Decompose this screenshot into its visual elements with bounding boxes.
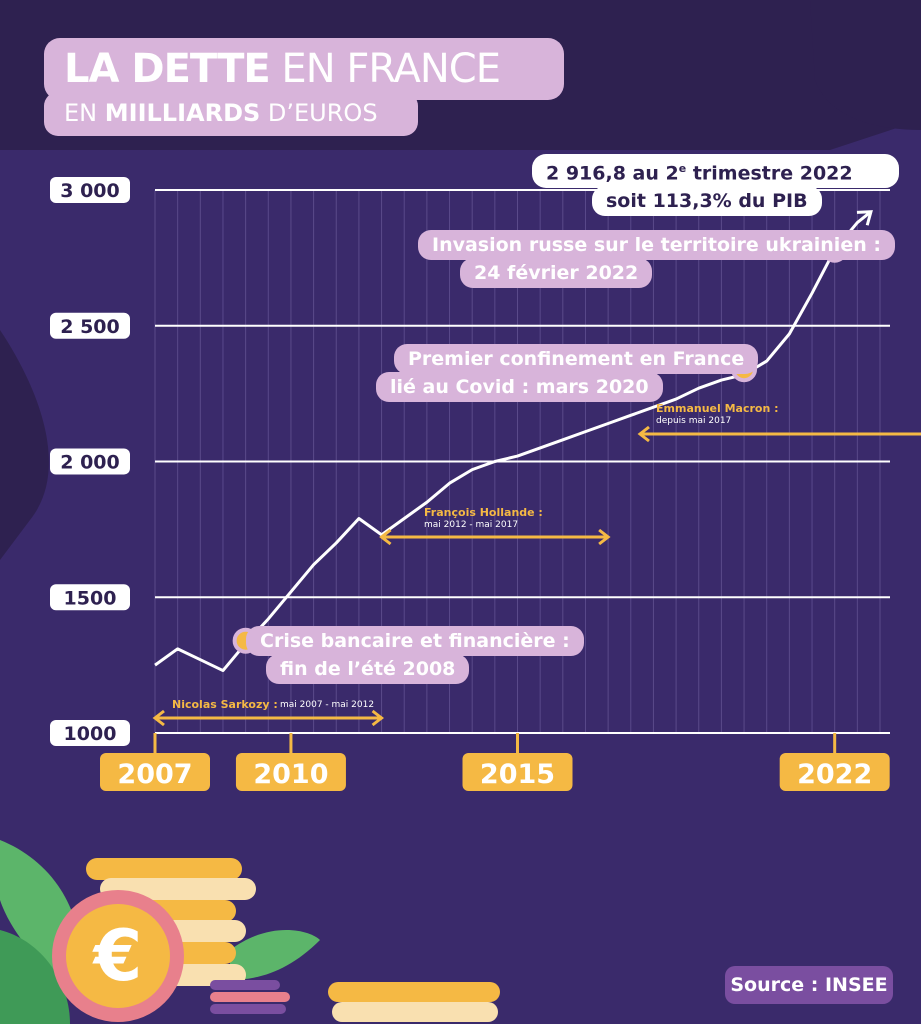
president-hollande-dates: mai 2012 - mai 2017 [424,520,519,530]
x-tick-label: 2015 [480,759,555,790]
president-span-arrow-right [371,709,385,727]
x-tick-background [779,753,890,791]
president-macron-name: Emmanuel Macron : [656,402,779,415]
y-tick-label: 2 000 [60,452,120,474]
annotation-crisis-line1: Crise bancaire et financière : [246,626,584,656]
coin-stack-small [328,982,500,1022]
top-label-line1: 2 916,8 au 2e trimestre 2022 [532,154,899,189]
series-arrow [856,210,873,226]
chart-title: LA DETTE EN FRANCE [64,46,501,92]
y-tick-label: 2 500 [60,316,120,338]
y-tick-background [50,584,130,611]
y-tick-background [50,448,130,475]
president-hollande-name: François Hollande : [424,506,543,519]
x-tick-background [462,753,573,791]
title-background [44,38,564,100]
svg-text:€: € [92,915,143,997]
series-line [154,210,872,673]
y-tick-background [50,312,130,339]
x-tick-label: 2007 [117,759,192,790]
president-macron-dates: depuis mai 2017 [656,416,732,426]
y-tick-background [50,720,130,746]
x-tick-background [100,753,210,791]
annotation-crisis-line2: fin de l’été 2008 [266,654,470,684]
subtitle-background [44,92,418,136]
x-tick-background [235,753,346,791]
y-tick-background [50,177,130,203]
president-sarkozy-dates: mai 2007 - mai 2012 [280,700,375,710]
x-tick-label: 2022 [797,759,872,790]
president-span-arrow-left [637,425,650,443]
annotation-covid-line1: Premier confinement en France [394,344,759,374]
president-sarkozy-name: Nicolas Sarkozy : [172,698,278,711]
y-tick-label: 3 000 [60,180,120,202]
y-tick-label: 1000 [64,723,117,745]
annotation-covid-line2: lié au Covid : mars 2020 [376,372,663,402]
coins-illustration: € [0,840,320,1024]
y-tick-label: 1500 [64,587,117,609]
top-label-line2: soit 113,3% du PIB [592,186,822,216]
annotation-ukraine-line2: 24 février 2022 [460,258,653,288]
annotation-ukraine-line1: Invasion russe sur le territoire ukraini… [418,230,895,260]
source-label: Source : INSEE [725,966,893,1004]
president-span-arrow-left [152,709,165,727]
x-tick-label: 2010 [253,759,328,790]
president-span-arrow-right [598,528,611,546]
president-span-arrow-left [379,528,392,546]
chart-subtitle: EN MIILLIARDS D’EUROS [64,99,378,127]
